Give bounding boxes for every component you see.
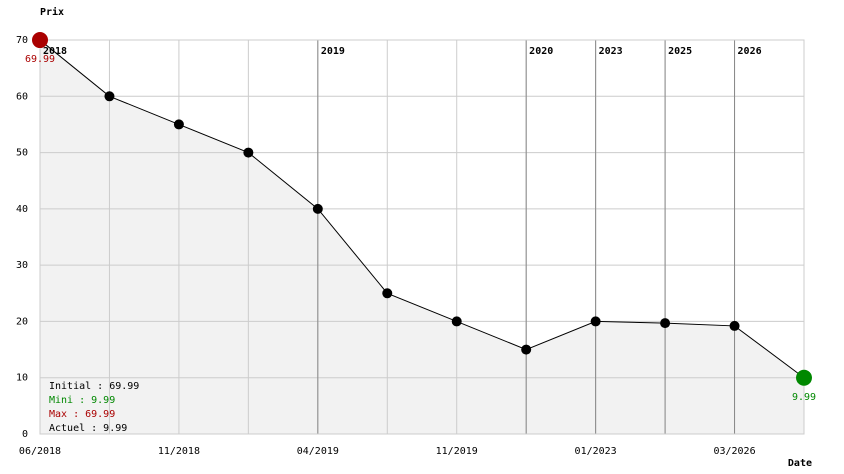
y-tick-label: 70: [16, 35, 28, 46]
summary-line: Actuel : 9.99: [49, 423, 127, 434]
x-axis-title: Date: [788, 458, 812, 469]
price-line: [39, 39, 805, 379]
x-tick-label: 01/2023: [575, 446, 617, 457]
y-tick-label: 60: [16, 91, 28, 102]
y-tick-label: 10: [16, 373, 28, 384]
year-label: 2019: [321, 46, 345, 57]
y-tick-label: 30: [16, 260, 28, 271]
point: [173, 119, 184, 130]
point: [451, 316, 462, 327]
summary-line: Max : 69.99: [49, 409, 115, 420]
area-fill: [40, 40, 804, 435]
point-label: 69.99: [25, 54, 55, 65]
summary-line: Initial : 69.99: [49, 381, 139, 392]
point: [312, 203, 323, 214]
y-axis-title: Prix: [40, 6, 64, 18]
point-label: 9.99: [792, 392, 816, 403]
x-tick-label: 11/2018: [158, 446, 200, 457]
point: [590, 316, 601, 327]
x-tick-label: 04/2019: [297, 446, 339, 457]
x-tick-label: 06/2018: [19, 446, 61, 457]
point: [521, 344, 532, 355]
point: [243, 147, 254, 158]
point: [32, 32, 48, 49]
point: [729, 320, 740, 331]
summary-line: Mini : 9.99: [49, 395, 115, 406]
plot-frame: [39, 39, 805, 435]
y-tick-label: 20: [16, 316, 28, 327]
y-tick-label: 50: [16, 148, 28, 159]
y-tick-label: 40: [16, 204, 28, 215]
x-tick-label: 03/2026: [713, 446, 755, 457]
x-tick-label: 11/2019: [436, 446, 478, 457]
point: [104, 91, 115, 102]
point: [660, 318, 671, 329]
year-label: 2018: [43, 46, 67, 57]
year-label: 2025: [668, 46, 692, 57]
year-label: 2026: [738, 46, 762, 57]
point: [382, 288, 393, 299]
point: [796, 369, 812, 386]
y-tick-label: 0: [22, 429, 28, 440]
year-label: 2023: [599, 46, 623, 57]
year-label: 2020: [529, 46, 553, 57]
